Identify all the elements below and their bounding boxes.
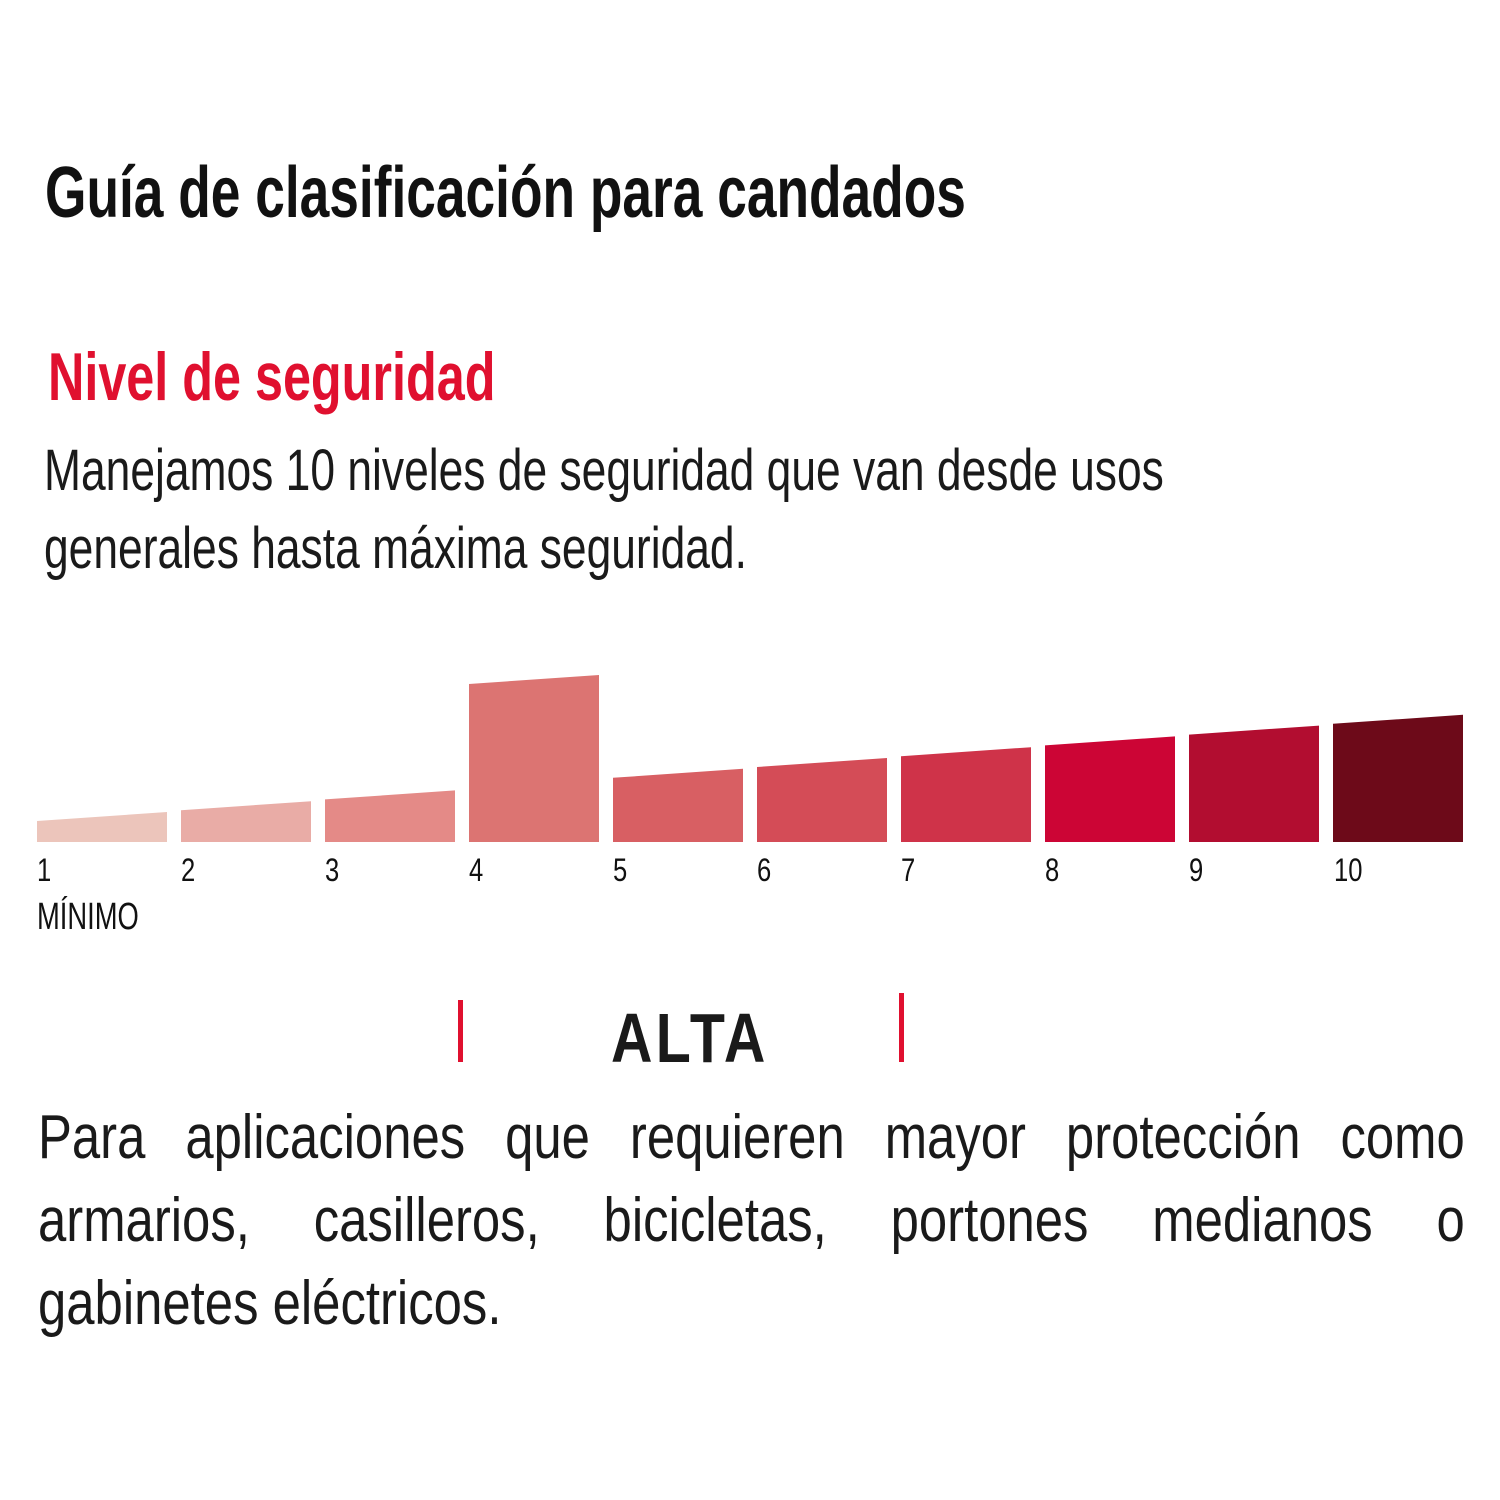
- bar-level-5: [613, 768, 743, 842]
- section-subtitle: Nivel de seguridad: [48, 339, 496, 415]
- bar-level-1: [37, 812, 167, 842]
- bar-level-9: [1189, 725, 1319, 842]
- description-line: Para aplicaciones que requieren mayor pr…: [38, 1103, 1465, 1172]
- description-line: armarios, casilleros, bicicletas, porton…: [38, 1186, 1465, 1255]
- bar-level-8: [1045, 736, 1175, 842]
- tick-label-5: 5: [613, 852, 628, 888]
- tick-label-9: 9: [1189, 852, 1204, 888]
- intro-text: Manejamos 10 niveles de seguridad que va…: [44, 432, 1164, 588]
- page-title: Guía de clasificación para candados: [45, 153, 966, 233]
- intro-line: Manejamos 10 niveles de seguridad que va…: [44, 438, 1164, 503]
- tick-label-1: 1: [37, 852, 52, 888]
- range-marker-right: [899, 993, 904, 1062]
- tick-label-6: 6: [757, 852, 772, 888]
- tick-label-7: 7: [901, 852, 916, 888]
- tick-label-4: 4: [469, 852, 484, 888]
- category-label: ALTA: [611, 999, 769, 1077]
- tick-label-3: 3: [325, 852, 340, 888]
- bar-level-4: [469, 675, 599, 842]
- intro-line: generales hasta máxima seguridad.: [44, 516, 747, 581]
- bar-level-2: [181, 801, 311, 842]
- bar-level-10: [1333, 714, 1463, 842]
- tick-label-10: 10: [1334, 852, 1363, 888]
- range-marker-left: [458, 1000, 463, 1062]
- security-level-chart: [37, 675, 1463, 842]
- bar-level-6: [757, 758, 887, 842]
- bar-level-7: [901, 747, 1031, 842]
- minimum-label: MÍNIMO: [37, 896, 139, 938]
- tick-label-8: 8: [1045, 852, 1060, 888]
- category-description: Para aplicaciones que requieren mayor pr…: [38, 1096, 1465, 1345]
- tick-label-2: 2: [181, 852, 196, 888]
- description-line: gabinetes eléctricos.: [38, 1269, 502, 1338]
- bar-level-3: [325, 790, 455, 842]
